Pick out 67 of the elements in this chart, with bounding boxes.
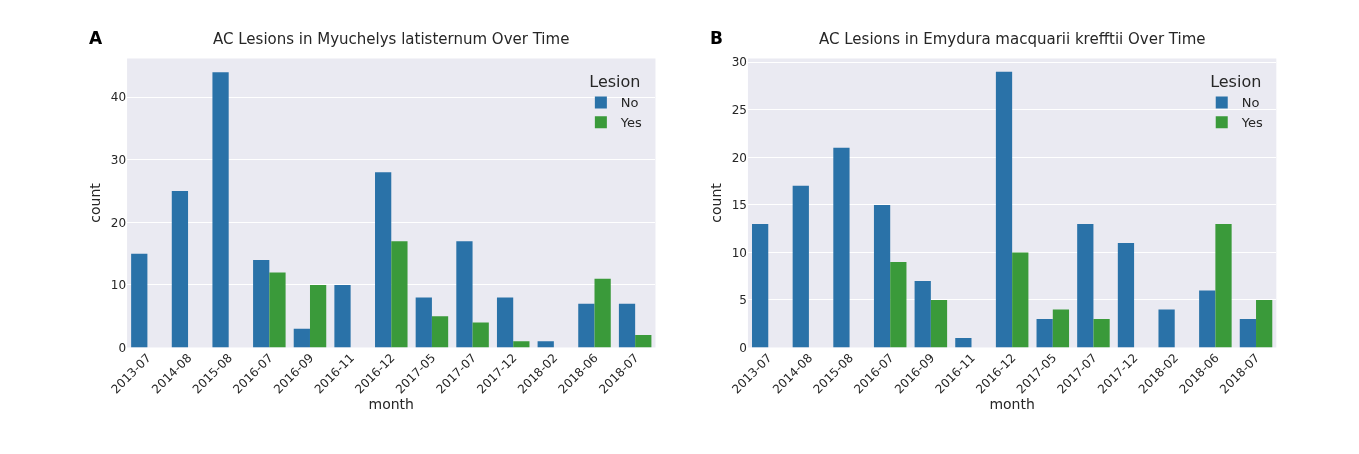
bar — [375, 172, 392, 348]
bar — [890, 261, 907, 348]
x-axis-title: month — [989, 396, 1035, 413]
bar — [131, 253, 148, 348]
bar — [415, 297, 432, 348]
bar — [914, 280, 931, 348]
bar — [1052, 309, 1070, 348]
bar — [752, 223, 769, 348]
y-tick-label: 0 — [118, 340, 127, 355]
bar — [955, 337, 972, 348]
bar — [1158, 309, 1175, 348]
chart-title: AC Lesions in Emydura macquarii krefftii Over Time — [819, 30, 1206, 48]
legend-label: Yes — [619, 115, 643, 131]
legend-title: Lesion — [1210, 72, 1262, 92]
y-tick-label: 5 — [739, 293, 747, 308]
legend-label: No — [1241, 95, 1260, 111]
text: B — [710, 28, 723, 48]
bar — [334, 284, 351, 348]
bar — [578, 303, 595, 348]
bar — [1012, 252, 1029, 348]
bar — [456, 241, 473, 348]
y-tick-label: 25 — [731, 103, 747, 118]
bar — [537, 341, 554, 348]
bar — [171, 191, 189, 348]
text: A — [89, 28, 103, 48]
bar — [513, 341, 530, 348]
bar — [833, 147, 850, 348]
bar — [472, 322, 489, 348]
legend-title: Lesion — [589, 72, 641, 92]
y-tick-label: 0 — [739, 340, 747, 355]
bar — [1215, 223, 1232, 348]
bar — [212, 72, 229, 348]
legend-label: Yes — [1240, 115, 1263, 131]
bar — [594, 278, 611, 348]
x-axis-title: month — [368, 396, 414, 413]
bar — [1239, 318, 1257, 348]
bar — [253, 259, 270, 348]
y-tick-label: 10 — [731, 245, 747, 260]
bar — [431, 316, 449, 348]
bar — [873, 204, 891, 348]
y-tick-label: 10 — [110, 278, 127, 293]
bar — [269, 272, 286, 348]
bar — [1036, 318, 1053, 348]
bar — [391, 241, 408, 348]
bar — [309, 284, 327, 348]
bar — [1077, 223, 1094, 348]
legend-label: No — [620, 95, 639, 111]
y-tick-label: 40 — [110, 90, 127, 105]
y-axis-title: count — [87, 182, 104, 223]
y-tick-label: 15 — [731, 198, 747, 213]
bar — [995, 71, 1013, 348]
bar — [293, 328, 310, 348]
bar — [1117, 242, 1135, 348]
bar — [1093, 318, 1110, 348]
bar — [496, 297, 514, 348]
bar — [1256, 299, 1273, 348]
chart-title: AC Lesions in Myuchelys latisternum Over Time — [213, 30, 570, 48]
y-tick-label: 20 — [110, 215, 127, 230]
y-tick-label: 30 — [110, 153, 127, 168]
bar — [1199, 290, 1216, 348]
y-tick-label: 20 — [731, 150, 747, 165]
bar — [618, 303, 636, 348]
y-tick-label: 30 — [731, 55, 747, 70]
bar — [635, 334, 652, 348]
y-axis-title: count — [708, 182, 725, 223]
bar — [792, 185, 809, 348]
bar — [930, 299, 948, 348]
